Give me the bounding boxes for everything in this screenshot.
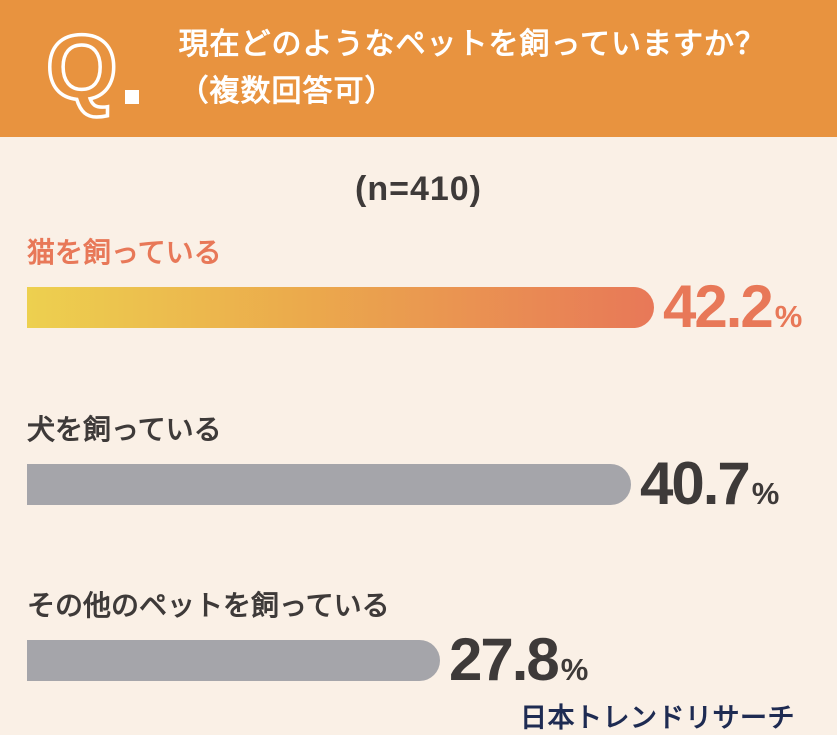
bar-value-unit: % xyxy=(751,476,780,511)
q-dot-icon xyxy=(124,89,139,104)
bar-value-other: 27.8 % xyxy=(449,630,588,690)
source-credit: 日本トレンドリサーチ xyxy=(520,703,795,733)
question-title-line1: 現在どのようなペットを飼っていますか？ xyxy=(178,28,767,61)
question-header: Q 現在どのようなペットを飼っていますか？ （複数回答可） xyxy=(0,0,837,137)
bar-row-dog: 犬を飼っている 40.7 % xyxy=(27,413,810,514)
q-letter: Q xyxy=(44,17,119,120)
bar-value-dog: 40.7 % xyxy=(640,454,779,514)
bar-value-cat: 42.2 % xyxy=(663,277,802,337)
bar-value-unit: % xyxy=(560,652,589,687)
q-mark: Q xyxy=(44,17,139,120)
bar-line-other: 27.8 % xyxy=(27,630,810,690)
bar-value-number: 42.2 xyxy=(663,273,774,340)
bar-row-other: その他のペットを飼っている 27.8 % xyxy=(27,589,810,690)
chart-area: (n=410) 猫を飼っている 42.2 % 犬を飼っている 40.7 % その… xyxy=(0,137,837,735)
question-title: 現在どのようなペットを飼っていますか？ （複数回答可） xyxy=(179,22,767,115)
bar-cat xyxy=(27,286,654,328)
question-title-line2: （複数回答可） xyxy=(178,74,396,108)
bar-value-number: 27.8 xyxy=(449,626,560,693)
sample-size-label: (n=410) xyxy=(355,170,482,208)
bar-value-number: 40.7 xyxy=(640,450,751,517)
bar-label-cat: 猫を飼っている xyxy=(27,237,222,268)
bar-value-unit: % xyxy=(774,299,803,334)
bar-label-dog: 犬を飼っている xyxy=(27,414,222,445)
bar-label-other: その他のペットを飼っている xyxy=(27,590,390,621)
bar-row-cat: 猫を飼っている 42.2 % xyxy=(27,236,810,337)
bar-dog xyxy=(27,463,631,505)
bar-other xyxy=(27,639,440,681)
bar-line-dog: 40.7 % xyxy=(27,454,810,514)
bar-line-cat: 42.2 % xyxy=(27,277,810,337)
